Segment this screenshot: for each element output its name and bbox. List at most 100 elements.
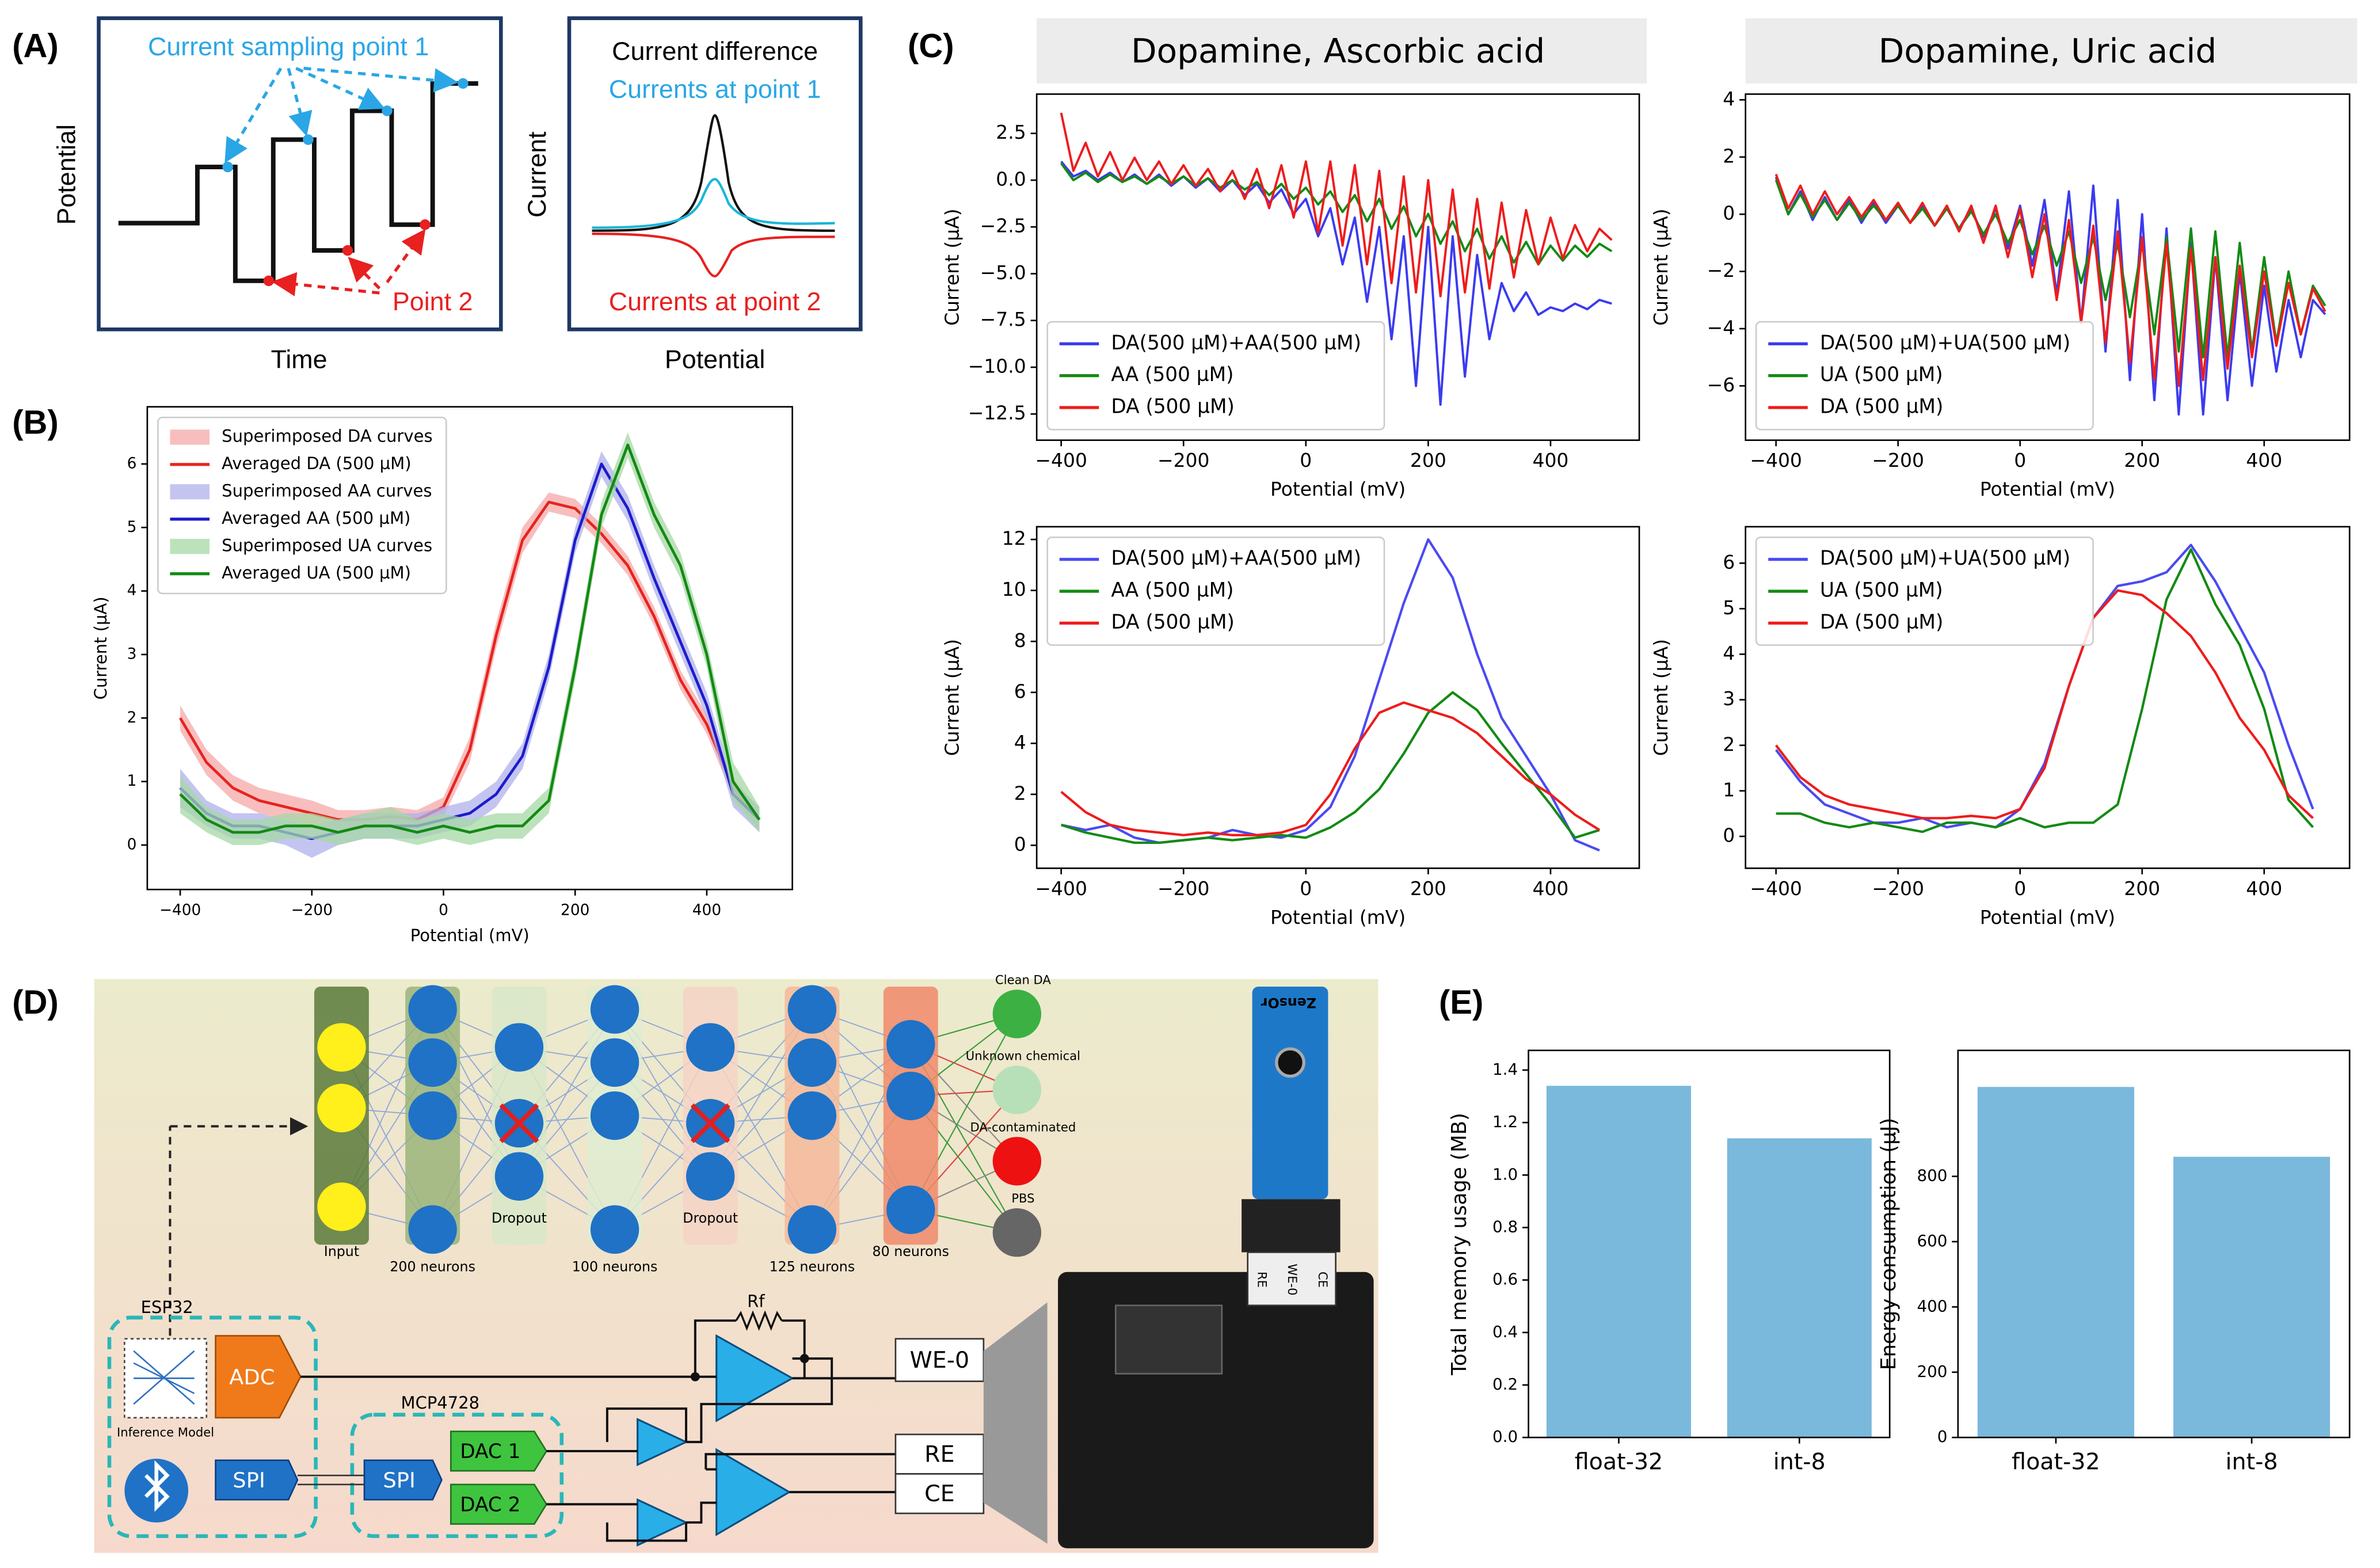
title-background — [1745, 18, 2358, 84]
y-tick-label: −2 — [1707, 259, 1735, 281]
y-tick-label: 0.6 — [1492, 1270, 1518, 1289]
neuron — [787, 985, 837, 1034]
diagram-label: ESP32 — [141, 1297, 193, 1317]
panel-d-part-part — [606, 1522, 688, 1542]
x-tick-label: 400 — [692, 902, 721, 919]
x-tick-label: −400 — [1035, 449, 1087, 471]
legend-label: DA(500 µM)+UA(500 µM) — [1820, 332, 2070, 355]
panel-d-part-part — [686, 1501, 717, 1524]
panel-a-part-part — [222, 161, 233, 173]
legend-label: UA (500 µM) — [1820, 363, 1943, 386]
axis-label: Potential — [665, 345, 765, 374]
dropout-mark — [499, 1103, 539, 1143]
panel-d-part — [450, 1430, 547, 1472]
y-tick-label: −7.5 — [980, 308, 1026, 330]
neuron — [494, 1023, 544, 1072]
axes-frame — [1957, 1049, 2351, 1438]
x-axis-label: Potential (mV) — [1980, 906, 2115, 928]
axis-label: Time — [271, 345, 328, 374]
neuron — [787, 1205, 837, 1254]
y-tick-label: 800 — [1917, 1166, 1948, 1185]
panel-d-part — [799, 1354, 809, 1364]
output-label: PBS — [1011, 1191, 1034, 1205]
bar — [1727, 1138, 1872, 1438]
brand-label: ZensOr — [1261, 995, 1316, 1011]
network-diagram: Input 200 neurons Dropout 100 neurons Dropou… — [314, 972, 1080, 1274]
y-tick-label: −2.5 — [980, 215, 1026, 237]
x-tick-label: 200 — [561, 902, 589, 919]
neuron — [408, 1205, 457, 1254]
y-tick-label: 3 — [1723, 687, 1735, 710]
y-tick-label: 1 — [127, 772, 137, 790]
x-tick-label: 0 — [1300, 877, 1312, 900]
line — [1774, 589, 2314, 820]
legend-label: AA (500 µM) — [1111, 363, 1233, 386]
layer-label: Dropout — [492, 1210, 547, 1226]
neuron — [686, 1152, 735, 1201]
x-tick-label: 0 — [2014, 877, 2026, 900]
y-axis-label: Total memory usage (MB) — [1448, 1113, 1471, 1376]
y-tick-label: 4 — [1014, 731, 1026, 753]
y-tick-label: 6 — [127, 455, 137, 473]
panel-a-part-part — [420, 219, 431, 230]
panel-a-part-part — [458, 78, 469, 89]
x-tick-label: 400 — [1532, 449, 1568, 471]
panel-d-part — [690, 1372, 700, 1381]
neuron — [787, 1091, 837, 1140]
x-tick-label: 200 — [2124, 449, 2160, 471]
chart-title: Dopamine, Uric acid — [1879, 31, 2217, 70]
axis-label: Potential — [52, 124, 81, 224]
panel-a-part-part — [224, 67, 283, 163]
y-tick-label: 400 — [1917, 1296, 1948, 1315]
panel-a-part-part — [382, 105, 393, 116]
bar — [1977, 1087, 2134, 1438]
legend-label: DA(500 µM)+UA(500 µM) — [1820, 547, 2070, 570]
legend-box — [1046, 321, 1385, 431]
y-tick-label: −5.0 — [980, 261, 1026, 284]
line — [1061, 538, 1600, 852]
panel-d-part — [350, 1413, 564, 1538]
layer-label: Input — [324, 1243, 359, 1259]
legend-label: Superimposed AA curves — [222, 481, 432, 500]
panel-d-part — [215, 1335, 302, 1419]
panel-d-part — [1275, 1047, 1305, 1078]
axes-frame — [1745, 93, 2351, 442]
output-node — [992, 1137, 1042, 1186]
y-tick-label: 0.2 — [1492, 1375, 1518, 1394]
y-tick-label: 0.0 — [1492, 1427, 1518, 1446]
band — [180, 492, 760, 829]
panel-d-part — [1247, 1251, 1336, 1307]
panel-label: (D) — [12, 984, 59, 1021]
output-label: Clean DA — [995, 972, 1051, 987]
diagram-label: SPI — [233, 1468, 265, 1493]
x-tick-label: −400 — [159, 902, 201, 919]
y-tick-label: 3 — [127, 646, 137, 663]
panel-d: Input 200 neurons Dropout 100 neurons Dropou… — [94, 972, 1379, 1553]
legend-label: DA (500 µM) — [1111, 395, 1235, 418]
panel-d-part — [144, 1460, 170, 1512]
panel-a-part-part — [263, 275, 275, 287]
x-tick-label: −400 — [1035, 877, 1087, 900]
axis-label: Current — [523, 131, 551, 218]
panel-label: (A) — [12, 28, 59, 65]
diagram-label: CE — [1316, 1272, 1330, 1288]
line — [179, 443, 761, 834]
panel-a-part — [224, 67, 459, 163]
panel-a-part-part — [272, 272, 380, 296]
bar — [1546, 1086, 1691, 1438]
legend-swatch — [170, 539, 210, 554]
axes-frame — [146, 406, 793, 890]
panel-d-part — [894, 1433, 985, 1475]
x-tick-label: −200 — [1872, 449, 1924, 471]
y-tick-label: 4 — [1723, 642, 1735, 664]
legend-label: DA (500 µM) — [1820, 395, 1944, 418]
x-axis-label: Potential (mV) — [1980, 478, 2115, 500]
panel-d-part-part — [637, 1498, 688, 1547]
y-tick-label: 0 — [1014, 833, 1026, 855]
y-tick-label: 1.2 — [1492, 1112, 1518, 1131]
y-tick-label: 2 — [1014, 782, 1026, 804]
y-tick-label: 1.4 — [1492, 1060, 1518, 1079]
annotation: Point 2 — [393, 287, 473, 316]
y-tick-label: 2 — [127, 709, 137, 726]
y-tick-label: 0 — [1937, 1427, 1948, 1446]
